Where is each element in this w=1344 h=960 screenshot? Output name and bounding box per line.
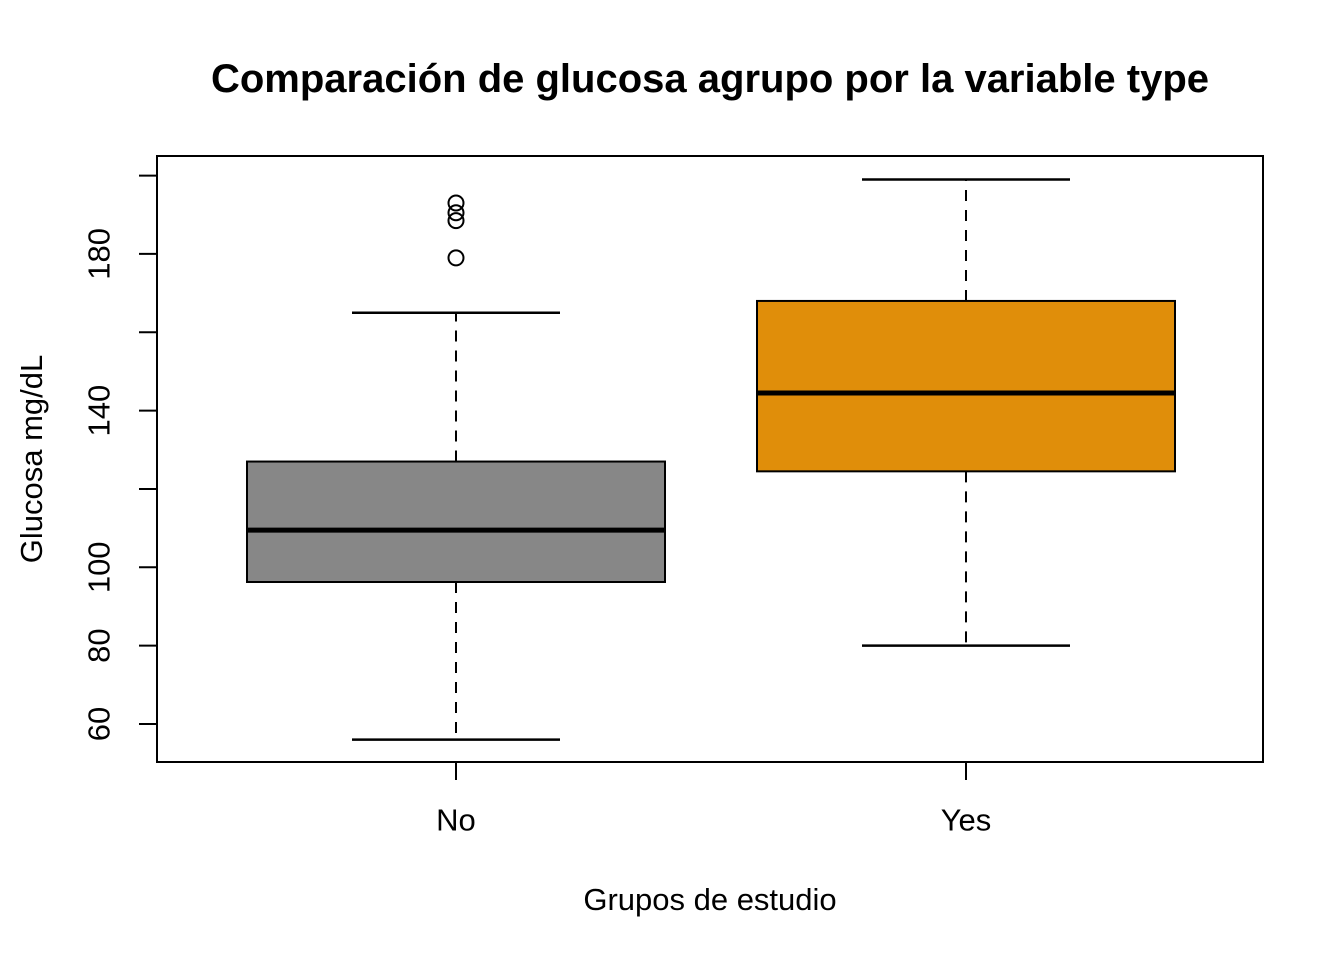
outlier-point xyxy=(447,194,465,212)
plot-border xyxy=(156,155,1264,763)
outlier-point xyxy=(447,204,465,222)
outlier-point xyxy=(447,249,465,267)
y-tick-label: 180 xyxy=(82,228,117,280)
y-tick-label: 60 xyxy=(82,707,117,741)
x-axis-title: Grupos de estudio xyxy=(583,882,837,917)
iqr-box-yes xyxy=(756,299,1176,473)
y-tick-label: 100 xyxy=(82,541,117,593)
y-tick-label: 80 xyxy=(82,628,117,662)
x-tick-label-yes: Yes xyxy=(941,803,992,838)
chart-title: Comparación de glucosa agrupo por la var… xyxy=(210,57,1210,101)
y-tick-label: 140 xyxy=(82,385,117,437)
iqr-box-no xyxy=(246,460,666,584)
x-tick-label-no: No xyxy=(436,803,476,838)
outlier-point xyxy=(447,212,465,230)
